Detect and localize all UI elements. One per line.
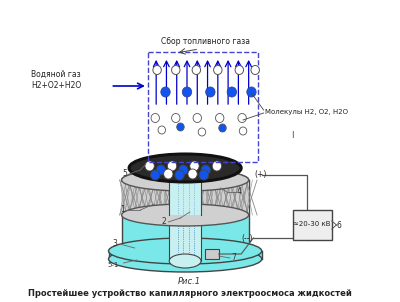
Bar [292, 210, 332, 240]
Text: 5: 5 [122, 169, 127, 178]
Text: ≈20-30 кВ: ≈20-30 кВ [294, 221, 331, 227]
Circle shape [247, 87, 256, 97]
Circle shape [192, 66, 200, 75]
Text: Водяной газ
H2+O2+H2O: Водяной газ H2+O2+H2O [31, 70, 81, 90]
Text: 2: 2 [161, 217, 166, 226]
Circle shape [175, 170, 184, 180]
Bar [108, 251, 262, 259]
Circle shape [219, 124, 226, 132]
Bar [122, 180, 249, 253]
Circle shape [172, 114, 180, 123]
Ellipse shape [122, 204, 249, 226]
Circle shape [177, 123, 184, 131]
Circle shape [227, 87, 236, 97]
Circle shape [199, 170, 208, 180]
Text: 1: 1 [120, 205, 125, 214]
Circle shape [156, 165, 166, 175]
Circle shape [153, 66, 161, 75]
Circle shape [206, 87, 215, 97]
Circle shape [178, 165, 188, 175]
Text: Простейшее устройство капиллярного электроосмоса жидкостей: Простейшее устройство капиллярного элект… [28, 290, 352, 298]
Text: Сбор топливного газа: Сбор топливного газа [161, 37, 250, 46]
Ellipse shape [169, 254, 201, 268]
Text: 4: 4 [237, 188, 242, 197]
Text: Рис.1: Рис.1 [178, 278, 201, 287]
Ellipse shape [169, 171, 201, 185]
Circle shape [235, 66, 244, 75]
Ellipse shape [122, 242, 249, 264]
Circle shape [188, 169, 197, 179]
Ellipse shape [129, 154, 241, 182]
Circle shape [161, 87, 170, 97]
Circle shape [198, 128, 206, 136]
Bar [169, 180, 201, 215]
Circle shape [172, 66, 180, 75]
Text: (+): (+) [254, 171, 267, 179]
Circle shape [238, 114, 246, 123]
Text: (--): (--) [241, 233, 253, 243]
Bar [122, 180, 249, 215]
Text: 6: 6 [336, 220, 341, 230]
Circle shape [145, 161, 154, 171]
Ellipse shape [122, 169, 249, 191]
Circle shape [158, 126, 166, 134]
Bar [205, 249, 219, 259]
Circle shape [239, 127, 247, 135]
Circle shape [193, 114, 202, 123]
Text: 7: 7 [231, 253, 236, 262]
Circle shape [201, 165, 210, 175]
Circle shape [151, 114, 160, 123]
Text: I: I [291, 130, 294, 140]
Bar [169, 178, 201, 261]
Circle shape [212, 161, 222, 171]
Circle shape [251, 66, 260, 75]
Ellipse shape [108, 238, 262, 264]
Text: 5-1: 5-1 [108, 262, 119, 268]
Circle shape [150, 170, 160, 180]
Ellipse shape [122, 169, 249, 191]
Ellipse shape [108, 246, 262, 272]
Circle shape [164, 169, 173, 179]
Circle shape [182, 87, 192, 97]
Circle shape [214, 66, 222, 75]
Circle shape [167, 161, 177, 171]
Circle shape [190, 161, 199, 171]
Text: 3: 3 [113, 239, 118, 249]
Bar [148, 52, 258, 162]
Text: Молекулы H2, O2, H2О: Молекулы H2, O2, H2О [266, 109, 348, 115]
Circle shape [216, 114, 224, 123]
